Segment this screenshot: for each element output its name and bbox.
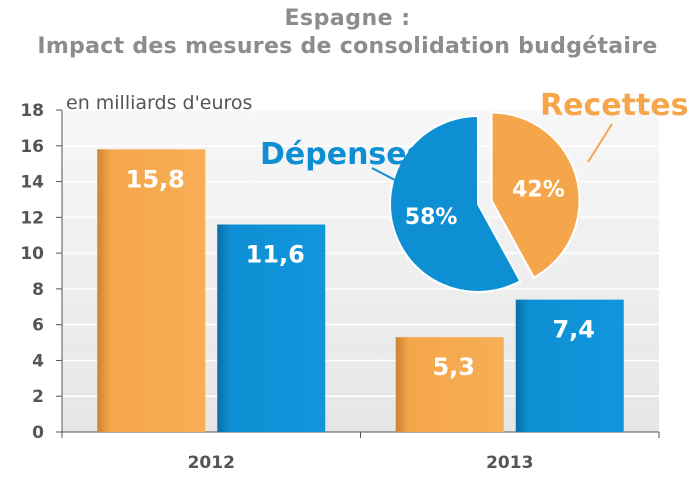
- y-tick-label: 2: [32, 387, 44, 407]
- y-tick-label: 16: [20, 137, 44, 157]
- bar-value-label: 5,3: [432, 353, 475, 381]
- y-tick-label: 4: [32, 351, 44, 371]
- x-tick-label: 2012: [188, 453, 235, 473]
- y-tick-label: 14: [20, 173, 44, 193]
- bar-value-label: 7,4: [552, 316, 595, 344]
- y-tick-label: 12: [20, 208, 44, 228]
- unit-label: en milliards d'euros: [66, 92, 252, 114]
- pie-value-label: 42%: [512, 177, 565, 202]
- pie-slice-depenses: [389, 114, 522, 293]
- y-tick-label: 10: [20, 244, 44, 264]
- leader-line-depenses: [371, 167, 419, 193]
- chart-subtitle: Impact des mesures de consolidation budg…: [37, 34, 658, 59]
- chart-title: Espagne :: [284, 6, 411, 31]
- pie-chart: 58% 42% Dépenses Recettes: [260, 88, 688, 293]
- pie-value-label: 58%: [405, 205, 458, 230]
- x-tick-label: 2013: [486, 453, 533, 473]
- pie-label-recettes: Recettes: [540, 88, 688, 123]
- y-tick-label: 0: [32, 423, 44, 443]
- bar-recettes-2013: [395, 337, 504, 432]
- bar-recettes-2012: [97, 149, 206, 432]
- y-tick-label: 8: [32, 280, 44, 300]
- bar-value-label: 15,8: [126, 165, 185, 193]
- bar-depenses-2012: [217, 224, 326, 432]
- pie-label-depenses: Dépenses: [260, 137, 425, 172]
- bar-depenses-2013: [515, 299, 624, 432]
- pie-slice-recettes: [490, 111, 581, 279]
- y-tick-label: 6: [32, 316, 44, 336]
- leader-line-recettes: [587, 123, 613, 163]
- y-tick-label: 18: [20, 101, 44, 121]
- axes: 0 2 4 6 8 10 12 14 16 18 2012 2013: [20, 101, 660, 473]
- bar-value-label: 11,6: [246, 240, 305, 268]
- bars: 15,8 11,6 5,3 7,4: [97, 149, 624, 432]
